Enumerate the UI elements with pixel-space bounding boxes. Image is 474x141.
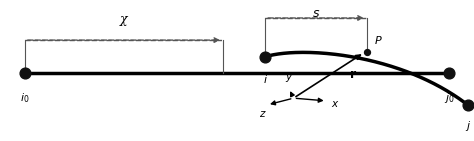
Text: $s$: $s$ [312, 7, 320, 20]
Text: χ: χ [120, 13, 128, 26]
Text: $y$: $y$ [284, 72, 293, 84]
Point [363, 51, 370, 53]
Point [445, 72, 453, 74]
Point [21, 72, 29, 74]
Point [262, 56, 269, 58]
Text: $\mathbf{r}$: $\mathbf{r}$ [349, 69, 357, 81]
Text: $j_0$: $j_0$ [444, 91, 455, 105]
Text: $x$: $x$ [331, 99, 340, 109]
Text: $z$: $z$ [259, 109, 266, 119]
Text: $j$: $j$ [465, 119, 471, 133]
Text: $i$: $i$ [263, 73, 268, 85]
Point [464, 104, 472, 106]
Text: $P$: $P$ [374, 34, 383, 46]
Text: $i_0$: $i_0$ [20, 91, 30, 105]
